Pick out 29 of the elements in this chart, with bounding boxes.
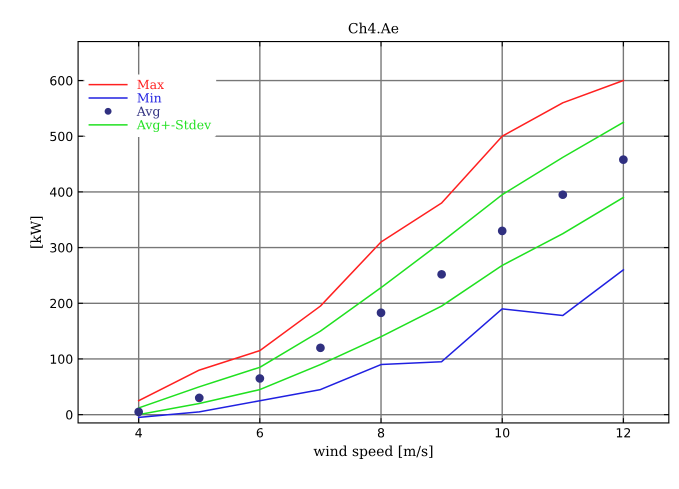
x-tick-label: 4 xyxy=(135,428,142,438)
y-tick-label: 100 xyxy=(50,354,72,364)
y-tick-label: 500 xyxy=(50,132,72,142)
point xyxy=(316,343,325,352)
point xyxy=(376,308,386,318)
point xyxy=(437,270,446,279)
x-tick-label: 6 xyxy=(256,428,264,438)
legend-label: Max xyxy=(137,80,164,90)
y-tick-label: 400 xyxy=(50,187,72,197)
y-tick-label: 0 xyxy=(66,410,72,420)
point xyxy=(194,394,204,402)
point xyxy=(558,190,568,200)
point xyxy=(255,374,264,383)
x-axis-title: wind speed [m/s] xyxy=(314,446,432,459)
y-tick-label: 600 xyxy=(50,76,72,86)
y-tick-label: 200 xyxy=(50,298,72,308)
point xyxy=(619,155,628,164)
legend-label: Avg xyxy=(136,106,160,118)
legend-label: Min xyxy=(137,93,162,102)
line-series xyxy=(138,80,624,402)
x-tick-label: 8 xyxy=(378,428,384,438)
point xyxy=(498,226,507,236)
y-tick-label: 300 xyxy=(50,243,72,253)
chart-title: Ch4.Ae xyxy=(348,22,398,34)
legend-label: Avg+-Stdev xyxy=(136,120,212,132)
y-axis-title: [kW] xyxy=(30,216,43,248)
x-tick-label: 12 xyxy=(616,428,630,438)
point xyxy=(134,407,144,416)
x-tick-label: 10 xyxy=(496,428,510,438)
